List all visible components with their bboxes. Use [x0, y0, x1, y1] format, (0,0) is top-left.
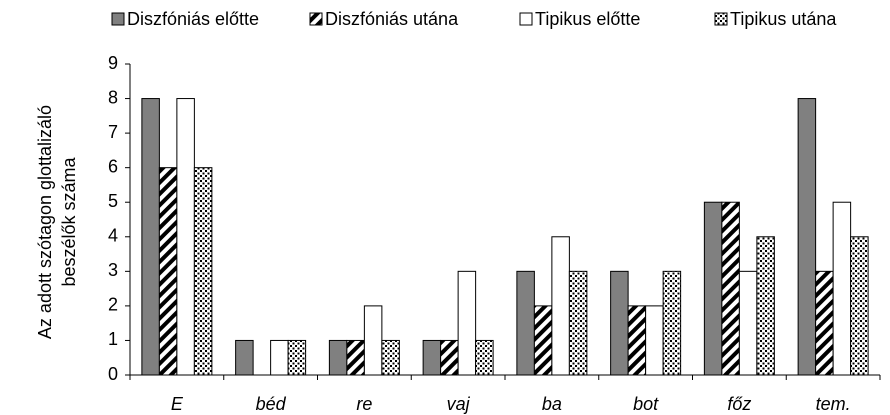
bar — [235, 339, 254, 376]
x-tick-label: ba — [542, 394, 562, 414]
y-tick-label: 6 — [108, 156, 118, 176]
bar — [797, 98, 817, 376]
bar — [662, 270, 682, 376]
legend-swatch — [309, 12, 323, 26]
bar — [627, 305, 647, 376]
y-label-line: beszélők száma — [59, 156, 79, 286]
x-tick-label: béd — [256, 394, 287, 414]
bar — [328, 339, 348, 376]
y-tick-label: 7 — [108, 122, 118, 142]
bar — [440, 339, 459, 376]
legend-label: Tipikus utána — [730, 9, 837, 29]
bar — [832, 201, 852, 376]
bar — [815, 270, 834, 376]
bar — [422, 339, 442, 376]
legend-label: Diszfóniás utána — [325, 9, 459, 29]
bar — [176, 98, 195, 376]
bar — [703, 201, 723, 376]
y-tick-label: 9 — [108, 53, 118, 73]
y-label-line: Az adott szótagon glottalizáló — [35, 105, 55, 339]
bar — [287, 339, 307, 376]
bar — [610, 270, 629, 376]
bar — [141, 98, 160, 376]
y-tick-label: 2 — [108, 295, 118, 315]
bar — [551, 236, 570, 376]
legend-swatch — [111, 12, 125, 26]
bar — [756, 236, 775, 376]
bar — [381, 339, 400, 376]
bar — [568, 270, 588, 376]
bar — [721, 201, 740, 376]
legend-swatch — [714, 12, 728, 26]
x-tick-label: főz — [727, 394, 751, 414]
bar — [738, 270, 758, 376]
legend-label: Diszfóniás előtte — [127, 9, 259, 29]
x-tick-label: E — [171, 394, 184, 414]
y-tick-label: 4 — [108, 226, 118, 246]
bar — [346, 339, 365, 376]
bar — [158, 167, 178, 376]
x-tick-label: tem. — [816, 394, 851, 414]
y-tick-label: 1 — [108, 329, 118, 349]
x-tick-label: re — [356, 394, 372, 414]
legend-swatch — [519, 12, 533, 26]
bar — [850, 236, 869, 376]
y-axis-title: Az adott szótagon glottalizáló beszélők … — [35, 105, 79, 339]
bar — [645, 305, 664, 376]
bar — [533, 305, 553, 376]
bar — [475, 339, 494, 376]
bar — [270, 339, 289, 376]
y-tick-label: 5 — [108, 191, 118, 211]
y-tick-label: 0 — [108, 364, 118, 384]
y-tick-label: 8 — [108, 87, 118, 107]
bar — [193, 167, 213, 376]
bar — [516, 270, 535, 376]
bar — [457, 270, 477, 376]
bar — [363, 305, 383, 376]
x-tick-label: vaj — [447, 394, 471, 414]
x-tick-label: bot — [633, 394, 659, 414]
y-tick-label: 3 — [108, 260, 118, 280]
legend-label: Tipikus előtte — [535, 9, 640, 29]
